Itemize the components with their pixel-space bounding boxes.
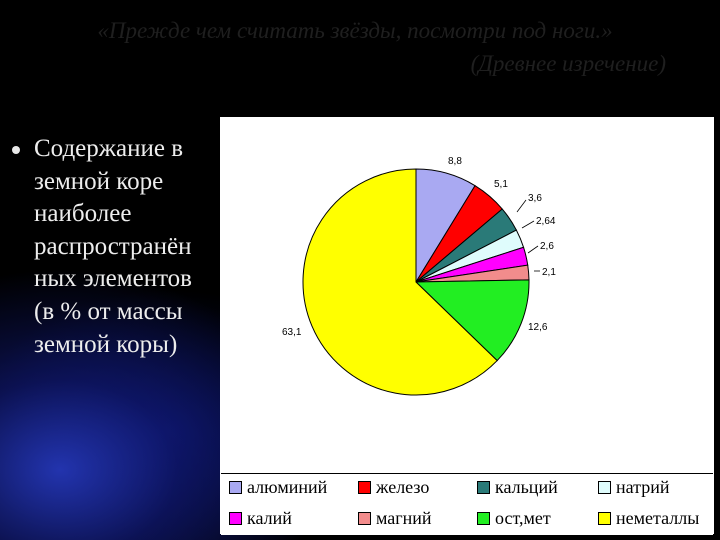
data-label-6: 2,1 bbox=[542, 267, 556, 278]
bullet-text: Содержание в земной коре наиболее распро… bbox=[34, 133, 219, 361]
bullet-line: распространён bbox=[34, 232, 192, 260]
pie-chart: 8,8 5,1 3,6 2,64 2,6 2,1 12,6 63,1 bbox=[282, 156, 556, 396]
legend-item: железо bbox=[358, 476, 429, 498]
legend-label: алюминий bbox=[247, 476, 328, 497]
legend-label: неметаллы bbox=[616, 507, 700, 528]
leader-line-4 bbox=[521, 220, 535, 229]
legend-item: неметаллы bbox=[598, 507, 699, 529]
data-label-4: 2,64 bbox=[536, 216, 556, 227]
data-label-7: 12,6 bbox=[528, 322, 548, 333]
bullet-line: (в % от массы bbox=[34, 297, 183, 325]
data-label-2: 5,1 bbox=[494, 179, 508, 190]
bullet-line: ных элементов bbox=[34, 265, 192, 293]
legend-item: ост,мет bbox=[477, 507, 551, 529]
legend-item: натрий bbox=[598, 476, 670, 498]
bullet-line: наиболее bbox=[34, 200, 132, 228]
leader-line-5 bbox=[527, 245, 539, 254]
legend-swatch bbox=[358, 480, 371, 494]
data-label-8: 63,1 bbox=[282, 327, 302, 338]
legend-label: кальций bbox=[495, 476, 558, 497]
data-label-1: 8,8 bbox=[448, 156, 462, 167]
data-label-5: 2,6 bbox=[540, 241, 554, 252]
legend-item: калий bbox=[229, 507, 292, 529]
bullet-line: земной коре bbox=[34, 167, 164, 195]
legend-label: железо bbox=[376, 476, 430, 497]
chart-panel: 8,8 5,1 3,6 2,64 2,6 2,1 12,6 63,1 bbox=[220, 117, 714, 534]
quote-block: «Прежде чем считать звёзды, посмотри под… bbox=[40, 14, 670, 80]
legend-swatch bbox=[229, 480, 242, 494]
data-label-3: 3,6 bbox=[528, 193, 542, 204]
pie-slice-7 bbox=[414, 279, 530, 362]
pie-slice-8 bbox=[302, 168, 498, 396]
legend-swatch bbox=[598, 480, 611, 494]
legend-item: магний bbox=[358, 507, 432, 529]
bullet-line: земной коры) bbox=[34, 330, 178, 358]
legend-label: ост,мет bbox=[495, 507, 551, 528]
leader-line-3 bbox=[516, 199, 527, 213]
bullet-dot bbox=[12, 146, 20, 154]
legend-swatch bbox=[477, 511, 490, 525]
legend-label: калий bbox=[247, 507, 292, 528]
legend-swatch bbox=[229, 511, 242, 525]
legend-swatch bbox=[358, 511, 371, 525]
legend-swatch bbox=[477, 480, 490, 494]
legend-item: кальций bbox=[477, 476, 558, 498]
chart-legend: алюминий железо кальций натрий калий магний ос… bbox=[221, 473, 713, 535]
bullet-line: Содержание в bbox=[34, 135, 184, 162]
legend-swatch bbox=[598, 511, 611, 525]
legend-item: алюминий bbox=[229, 476, 327, 498]
quote-source: (Древнее изречение) bbox=[470, 51, 666, 76]
legend-label: натрий bbox=[616, 476, 670, 497]
legend-label: магний bbox=[376, 507, 432, 528]
quote-text: «Прежде чем считать звёзды, посмотри под… bbox=[97, 18, 613, 43]
